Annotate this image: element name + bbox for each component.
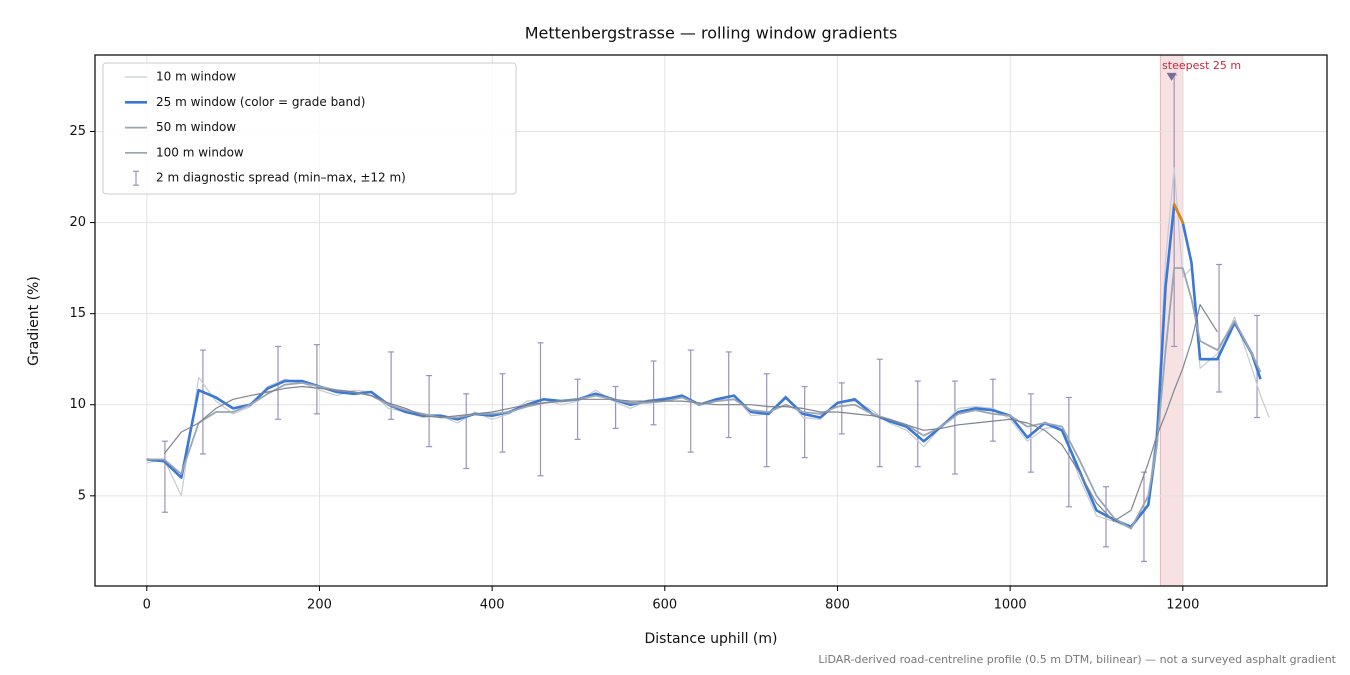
series-line bbox=[146, 267, 1262, 530]
annotation-marker bbox=[1166, 72, 1177, 81]
legend-label: 25 m window (color = grade band) bbox=[156, 95, 365, 109]
x-tick-label: 800 bbox=[825, 598, 850, 613]
legend-label: 100 m window bbox=[156, 145, 244, 159]
x-tick-label: 200 bbox=[307, 598, 332, 613]
y-tick-label: 20 bbox=[69, 215, 86, 230]
error-bar bbox=[1065, 396, 1072, 508]
x-tick-label: 0 bbox=[143, 598, 151, 613]
y-tick-label: 15 bbox=[69, 306, 86, 321]
error-bar bbox=[951, 380, 958, 475]
error-bar bbox=[1216, 263, 1223, 393]
legend-box bbox=[102, 62, 517, 195]
grade-band-segment bbox=[1172, 203, 1185, 224]
error-bar bbox=[463, 393, 470, 470]
series-line bbox=[146, 203, 1262, 529]
x-tick-label: 1000 bbox=[994, 598, 1027, 613]
error-bar bbox=[537, 342, 544, 477]
legend-label: 10 m window bbox=[156, 70, 236, 84]
error-bar bbox=[876, 358, 883, 468]
error-bar bbox=[763, 373, 770, 468]
x-tick-label: 400 bbox=[480, 598, 505, 613]
error-bar bbox=[801, 385, 808, 459]
legend-label: 50 m window bbox=[156, 120, 236, 134]
error-bar bbox=[838, 382, 845, 435]
chart-title: Mettenbergstrasse — rolling window gradi… bbox=[525, 24, 898, 43]
error-bar bbox=[725, 351, 732, 439]
series-line bbox=[146, 167, 1270, 530]
y-tick-label: 10 bbox=[69, 397, 86, 412]
error-bar bbox=[426, 375, 433, 448]
error-bar bbox=[612, 385, 619, 430]
annotation-text: steepest 25 m bbox=[1162, 59, 1241, 72]
error-bar bbox=[313, 344, 320, 415]
y-tick-label: 5 bbox=[78, 488, 86, 503]
error-bar bbox=[161, 440, 168, 513]
error-bar bbox=[914, 380, 921, 468]
x-axis-label: Distance uphill (m) bbox=[645, 631, 778, 647]
x-tick-label: 1200 bbox=[1166, 598, 1199, 613]
error-bar bbox=[1140, 471, 1147, 563]
series-line bbox=[163, 304, 1218, 522]
legend-label: 2 m diagnostic spread (min–max, ±12 m) bbox=[156, 171, 406, 185]
error-bar bbox=[199, 349, 206, 455]
x-tick-label: 600 bbox=[652, 598, 677, 613]
y-axis-label: Gradient (%) bbox=[26, 276, 42, 366]
plot-frame bbox=[94, 54, 1328, 587]
error-bar bbox=[650, 360, 657, 426]
error-bar bbox=[574, 378, 581, 440]
y-tick-label: 25 bbox=[69, 124, 86, 139]
footnote: LiDAR-derived road-centreline profile (0… bbox=[818, 653, 1336, 666]
error-bar bbox=[388, 351, 395, 420]
